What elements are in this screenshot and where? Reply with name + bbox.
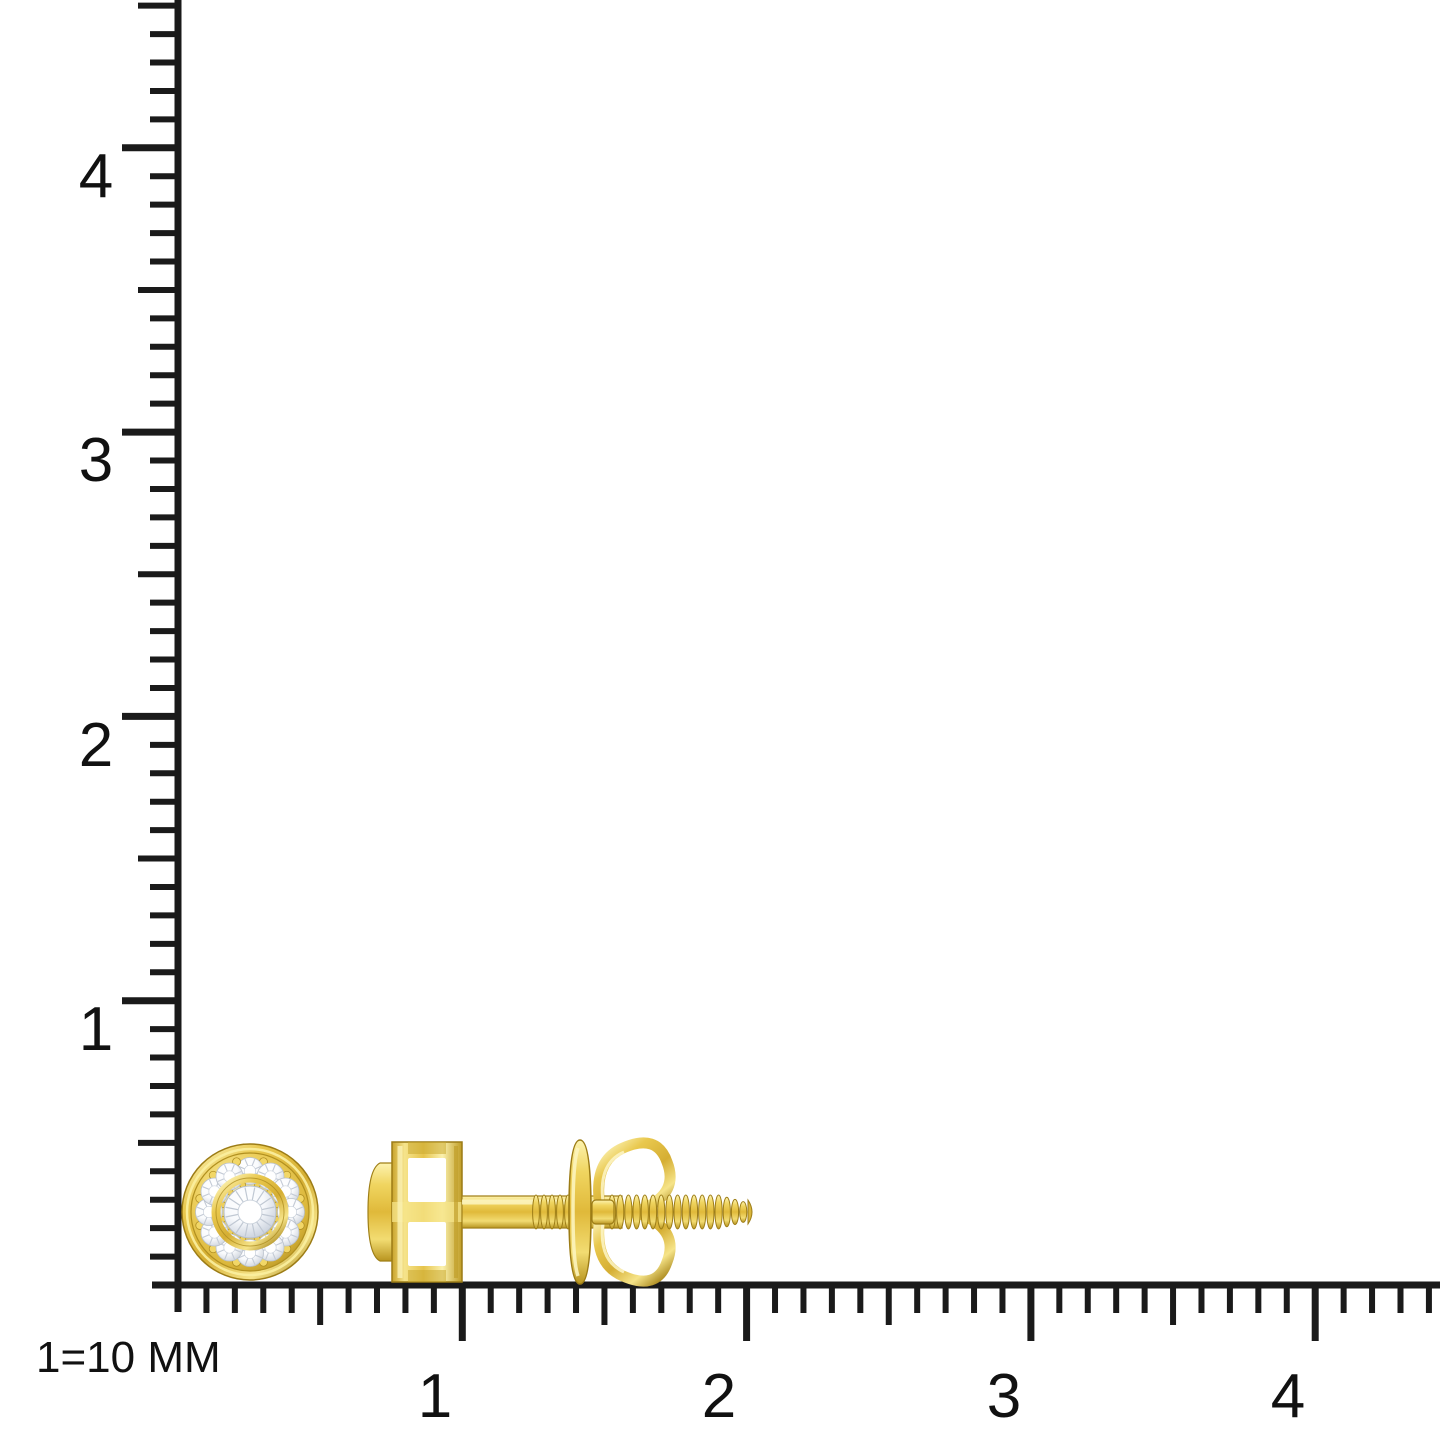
thread-ridge [681,1194,690,1230]
thread-ridge [616,1194,625,1230]
thread-ridge [689,1194,699,1230]
vertical-tick-label: 2 [79,711,113,780]
vertical-tick-label: 4 [79,142,113,211]
vertical-tick-label: 3 [79,426,113,495]
center-diamond [223,1185,277,1239]
thread-ridge [540,1194,548,1230]
nut-collar [591,1199,615,1225]
thread-ridge [665,1194,674,1230]
halo-rim-highlight [185,1147,315,1277]
butterfly-screw-back-nut [568,1137,753,1287]
screw-thread-shaft [607,1194,748,1230]
thread-ridge [657,1194,666,1230]
horizontal-tick-label: 4 [1271,1362,1305,1431]
thread-ridge [624,1194,633,1230]
thread-ridge [698,1194,707,1230]
horizontal-tick-label: 1 [418,1362,452,1431]
center-stone-bezel-edge [215,1177,285,1247]
horizontal-tick-label: 2 [702,1362,736,1431]
thread-ridge [673,1194,682,1230]
nut-plate-highlight [571,1147,580,1277]
thread-ridge [632,1194,641,1230]
side-disc-edge [367,1162,395,1262]
thread-ridge [556,1194,564,1230]
gallery-crossbar [392,1202,462,1222]
gallery-window-bottom [408,1222,446,1266]
thread-ridge [739,1201,748,1223]
basket-top-notch [408,1142,446,1154]
gallery-window-top [408,1158,446,1202]
thread-ridge [706,1194,715,1230]
halo-disc-front-view [181,1143,319,1281]
center-diamond-table [237,1199,263,1225]
basket-bottom-notch [408,1270,446,1282]
screw-tip [747,1198,753,1226]
thread-ridge [640,1194,649,1230]
thread-ridge [730,1198,740,1226]
thread-ridge [722,1196,731,1228]
thread-ridge [714,1194,723,1230]
thread-ridge [648,1194,658,1230]
horizontal-tick-label: 3 [987,1362,1021,1431]
thread-ridge [532,1194,540,1230]
scale-note-label: 1=10 MM [36,1333,221,1382]
thread-ridge [548,1194,556,1230]
vertical-tick-label: 1 [79,995,113,1064]
